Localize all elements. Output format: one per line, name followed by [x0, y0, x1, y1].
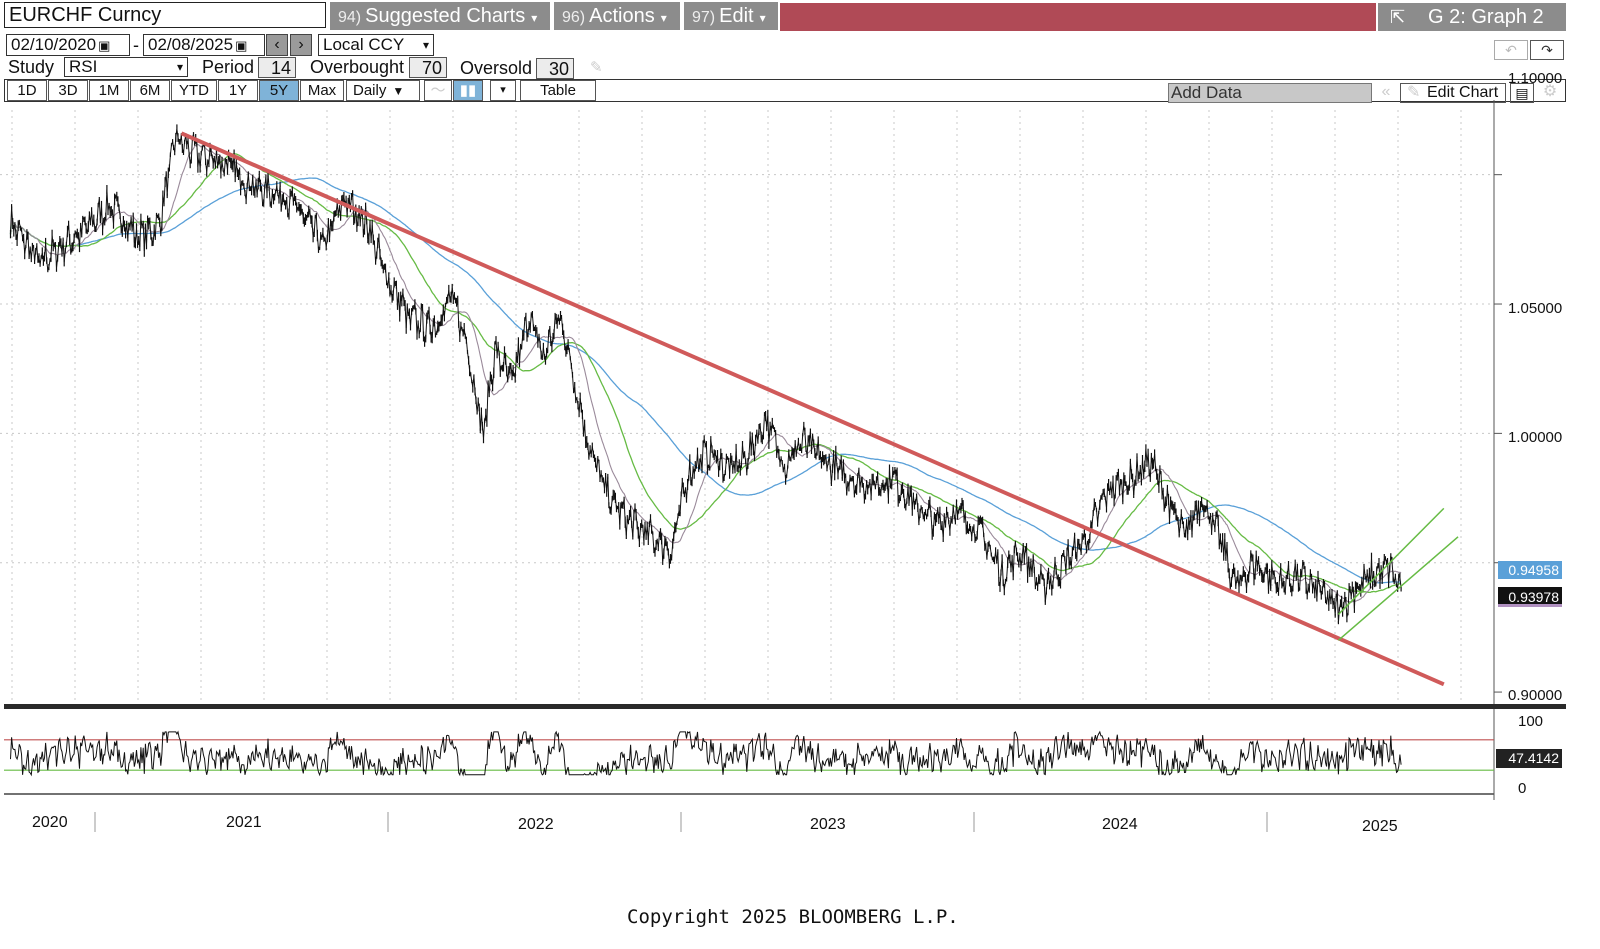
- copyright-text: Copyright 2025 BLOOMBERG L.P.: [627, 906, 959, 928]
- gear-icon[interactable]: ⚙: [1542, 83, 1558, 100]
- x-tick-label: 2023: [810, 816, 846, 833]
- collapse-icon[interactable]: «: [1381, 83, 1391, 100]
- price-chart[interactable]: [0, 100, 1600, 840]
- calendar-icon[interactable]: ▣: [98, 38, 111, 53]
- range-6m[interactable]: 6M: [130, 80, 170, 101]
- frequency-value: Daily: [353, 82, 387, 99]
- graph-title-bar[interactable]: ⇱ G 2: Graph 2: [1378, 3, 1566, 31]
- study-value: RSI: [69, 57, 98, 76]
- currency-value: Local CCY: [323, 35, 405, 54]
- prev-period-button[interactable]: ‹: [266, 34, 288, 56]
- rsi-tick-label: 100: [1518, 713, 1544, 730]
- price-line: [10, 129, 1402, 623]
- range-5y[interactable]: 5Y: [259, 80, 299, 101]
- edit-chart-label: Edit Chart: [1427, 84, 1499, 101]
- chevron-down-icon: ▾: [660, 11, 667, 25]
- y-tick-label: 1.00000: [1508, 429, 1563, 446]
- edit-chart-button[interactable]: ✎ Edit Chart: [1400, 83, 1506, 103]
- chevron-down-icon: ▼: [392, 84, 405, 98]
- menu-number: 96): [562, 9, 586, 26]
- chevron-down-icon: ▾: [531, 11, 538, 25]
- line-chart-icon[interactable]: 〜: [424, 80, 452, 101]
- last-value-tag-price: 0.93978: [1498, 587, 1562, 607]
- start-date-value: 02/10/2020: [11, 35, 97, 54]
- rsi-tick-label: 0: [1518, 780, 1527, 797]
- undo-button[interactable]: ↶: [1494, 40, 1528, 60]
- add-data-input[interactable]: Add Data: [1168, 83, 1372, 103]
- y-tick-label: 0.90000: [1508, 687, 1563, 704]
- next-period-button[interactable]: ›: [290, 34, 312, 56]
- period-label: Period: [202, 57, 255, 77]
- end-date-field[interactable]: 02/08/2025 ▣: [143, 34, 265, 56]
- last-value-tag-ma: 0.94958: [1498, 561, 1562, 579]
- pencil-icon[interactable]: ✎: [590, 59, 603, 76]
- redo-button[interactable]: ↷: [1530, 40, 1564, 60]
- range-ytd[interactable]: YTD: [171, 80, 217, 101]
- end-date-value: 02/08/2025: [148, 35, 234, 54]
- x-tick-label: 2020: [32, 814, 68, 831]
- menu-label: Actions: [589, 5, 655, 27]
- menu-number: 97): [692, 9, 716, 26]
- chart-type-dropdown[interactable]: ▾: [490, 80, 516, 101]
- edit-menu[interactable]: 97) Edit ▾: [684, 2, 778, 30]
- bar-chart-icon[interactable]: ▮▮: [453, 80, 483, 101]
- range-1y[interactable]: 1Y: [218, 80, 258, 101]
- chevron-down-icon: ▾: [176, 60, 183, 74]
- uptrend-channel-line: [1337, 536, 1459, 641]
- calendar-icon[interactable]: ▣: [235, 38, 248, 53]
- rsi-last-value-tag: 47.4142: [1496, 749, 1562, 768]
- chevron-down-icon: ▾: [759, 11, 766, 25]
- range-1d[interactable]: 1D: [7, 80, 47, 101]
- menu-number: 94): [338, 9, 362, 26]
- toolbar-frame: [4, 79, 1566, 102]
- oversold-field[interactable]: 30: [536, 58, 574, 79]
- moving-average-long: [9, 177, 1402, 584]
- moving-average-mid: [9, 153, 1402, 594]
- start-date-field[interactable]: 02/10/2020 ▣: [6, 34, 130, 56]
- rsi-line: [10, 730, 1402, 777]
- overbought-field[interactable]: 70: [409, 57, 447, 78]
- y-tick-label: 1.10000: [1508, 70, 1563, 87]
- panel-divider: [4, 704, 1566, 709]
- y-tick-label: 1.05000: [1508, 300, 1563, 317]
- period-field[interactable]: 14: [258, 57, 296, 78]
- currency-select[interactable]: Local CCY ▾: [318, 34, 434, 56]
- x-tick-label: 2024: [1102, 816, 1138, 833]
- menu-label: Suggested Charts: [365, 5, 526, 27]
- x-tick-label: 2025: [1362, 818, 1398, 835]
- range-1m[interactable]: 1M: [89, 80, 129, 101]
- study-label: Study: [8, 57, 55, 77]
- date-separator: -: [133, 35, 139, 55]
- moving-average-short: [9, 143, 1402, 603]
- frequency-select[interactable]: Daily ▼: [346, 80, 420, 101]
- oversold-label: Oversold: [460, 58, 533, 78]
- menu-label: Edit: [719, 5, 754, 27]
- downtrend-line: [180, 131, 1445, 687]
- actions-menu[interactable]: 96) Actions ▾: [554, 2, 680, 30]
- suggested-charts-menu[interactable]: 94) Suggested Charts ▾: [330, 2, 550, 30]
- study-select[interactable]: RSI ▾: [64, 57, 188, 77]
- x-tick-label: 2021: [226, 814, 262, 831]
- ticker-input[interactable]: EURCHF Curncy: [4, 2, 326, 28]
- header-bar: [780, 3, 1376, 31]
- uptrend-channel-line: [1337, 507, 1445, 615]
- chevron-down-icon: ▾: [422, 38, 429, 52]
- overbought-label: Overbought: [310, 57, 405, 77]
- graph-title: G 2: Graph 2: [1428, 6, 1544, 28]
- pencil-icon: ✎: [1407, 84, 1421, 101]
- x-tick-label: 2022: [518, 816, 554, 833]
- table-button[interactable]: Table: [520, 80, 596, 101]
- range-3d[interactable]: 3D: [48, 80, 88, 101]
- range-max[interactable]: Max: [300, 80, 344, 101]
- popout-icon[interactable]: ⇱: [1390, 7, 1406, 27]
- chart-settings-icon[interactable]: ▤: [1510, 83, 1534, 103]
